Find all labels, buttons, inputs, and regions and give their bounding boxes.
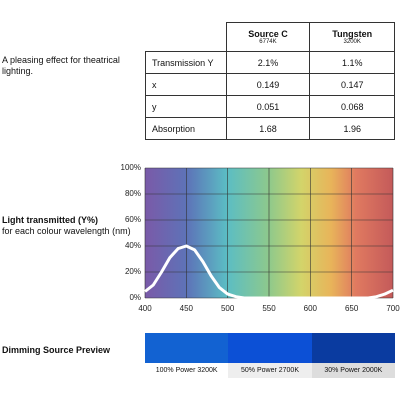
- description: A pleasing effect for theatrical lightin…: [2, 55, 120, 76]
- table-row: y 0.051 0.068: [145, 95, 395, 118]
- column-header: Source C 6774K: [225, 22, 311, 52]
- x-tick-label: 450: [180, 304, 194, 313]
- swatch-label: 50% Power 2700K: [228, 363, 312, 378]
- swatch: 100% Power 3200K: [145, 333, 229, 378]
- swatch-color: [311, 333, 395, 363]
- chart: 0% 20% 40% 60% 80% 100% 400 450 500 550 600 650 700: [121, 163, 400, 313]
- header-name: Tungsten: [332, 29, 373, 39]
- chart-title: Light transmitted (Y%): [2, 215, 98, 225]
- label-cell: y: [145, 95, 227, 118]
- y-tick-label: 80%: [125, 189, 141, 198]
- swatch-color: [228, 333, 312, 363]
- label-cell: x: [145, 73, 227, 96]
- label-cell: Transmission Y: [145, 51, 227, 74]
- swatch: 50% Power 2700K: [228, 333, 312, 378]
- y-tick-label: 100%: [121, 163, 141, 172]
- y-tick-label: 20%: [125, 267, 141, 276]
- chart-label: Light transmitted (Y%) for each colour w…: [2, 215, 142, 237]
- x-tick-label: 700: [386, 304, 400, 313]
- table-row: Transmission Y 2.1% 1.1%: [145, 51, 395, 74]
- y-tick-label: 40%: [125, 241, 141, 250]
- x-tick-label: 550: [262, 304, 276, 313]
- empty-cell: [145, 22, 226, 52]
- header-sub: 3200K: [343, 39, 361, 45]
- header-row: Source C 6774K Tungsten 3200K: [145, 22, 395, 52]
- value-cell: 1.96: [309, 117, 395, 140]
- value-cell: 1.68: [225, 117, 311, 140]
- header-sub: 6774K: [259, 39, 277, 45]
- x-tick-label: 600: [304, 304, 318, 313]
- transmission-line: [144, 244, 394, 300]
- label-cell: Absorption: [145, 117, 227, 140]
- preview-title: Dimming Source Preview: [2, 345, 111, 355]
- swatch-color: [145, 333, 229, 363]
- value-cell: 0.068: [309, 95, 395, 118]
- y-tick-label: 0%: [129, 293, 141, 302]
- y-tick-label: 60%: [125, 215, 141, 224]
- table-row: Absorption 1.68 1.96: [145, 117, 395, 140]
- value-cell: 2.1%: [225, 51, 311, 74]
- header-name: Source C: [248, 29, 288, 39]
- value-cell: 0.051: [225, 95, 311, 118]
- value-cell: 0.147: [309, 73, 395, 96]
- x-tick-label: 650: [345, 304, 359, 313]
- table-row: x 0.149 0.147: [145, 73, 395, 96]
- swatch: 30% Power 2000K: [311, 333, 395, 378]
- value-cell: 0.149: [225, 73, 311, 96]
- x-tick-label: 400: [138, 304, 152, 313]
- value-cell: 1.1%: [309, 51, 395, 74]
- swatch-label: 30% Power 2000K: [311, 363, 395, 378]
- column-header: Tungsten 3200K: [309, 22, 395, 52]
- swatch-label: 100% Power 3200K: [145, 363, 229, 378]
- x-tick-label: 500: [221, 304, 235, 313]
- spec-table: Source C 6774K Tungsten 3200K Transmission …: [145, 22, 395, 140]
- chart-subtitle: for each colour wavelength (nm): [2, 226, 131, 236]
